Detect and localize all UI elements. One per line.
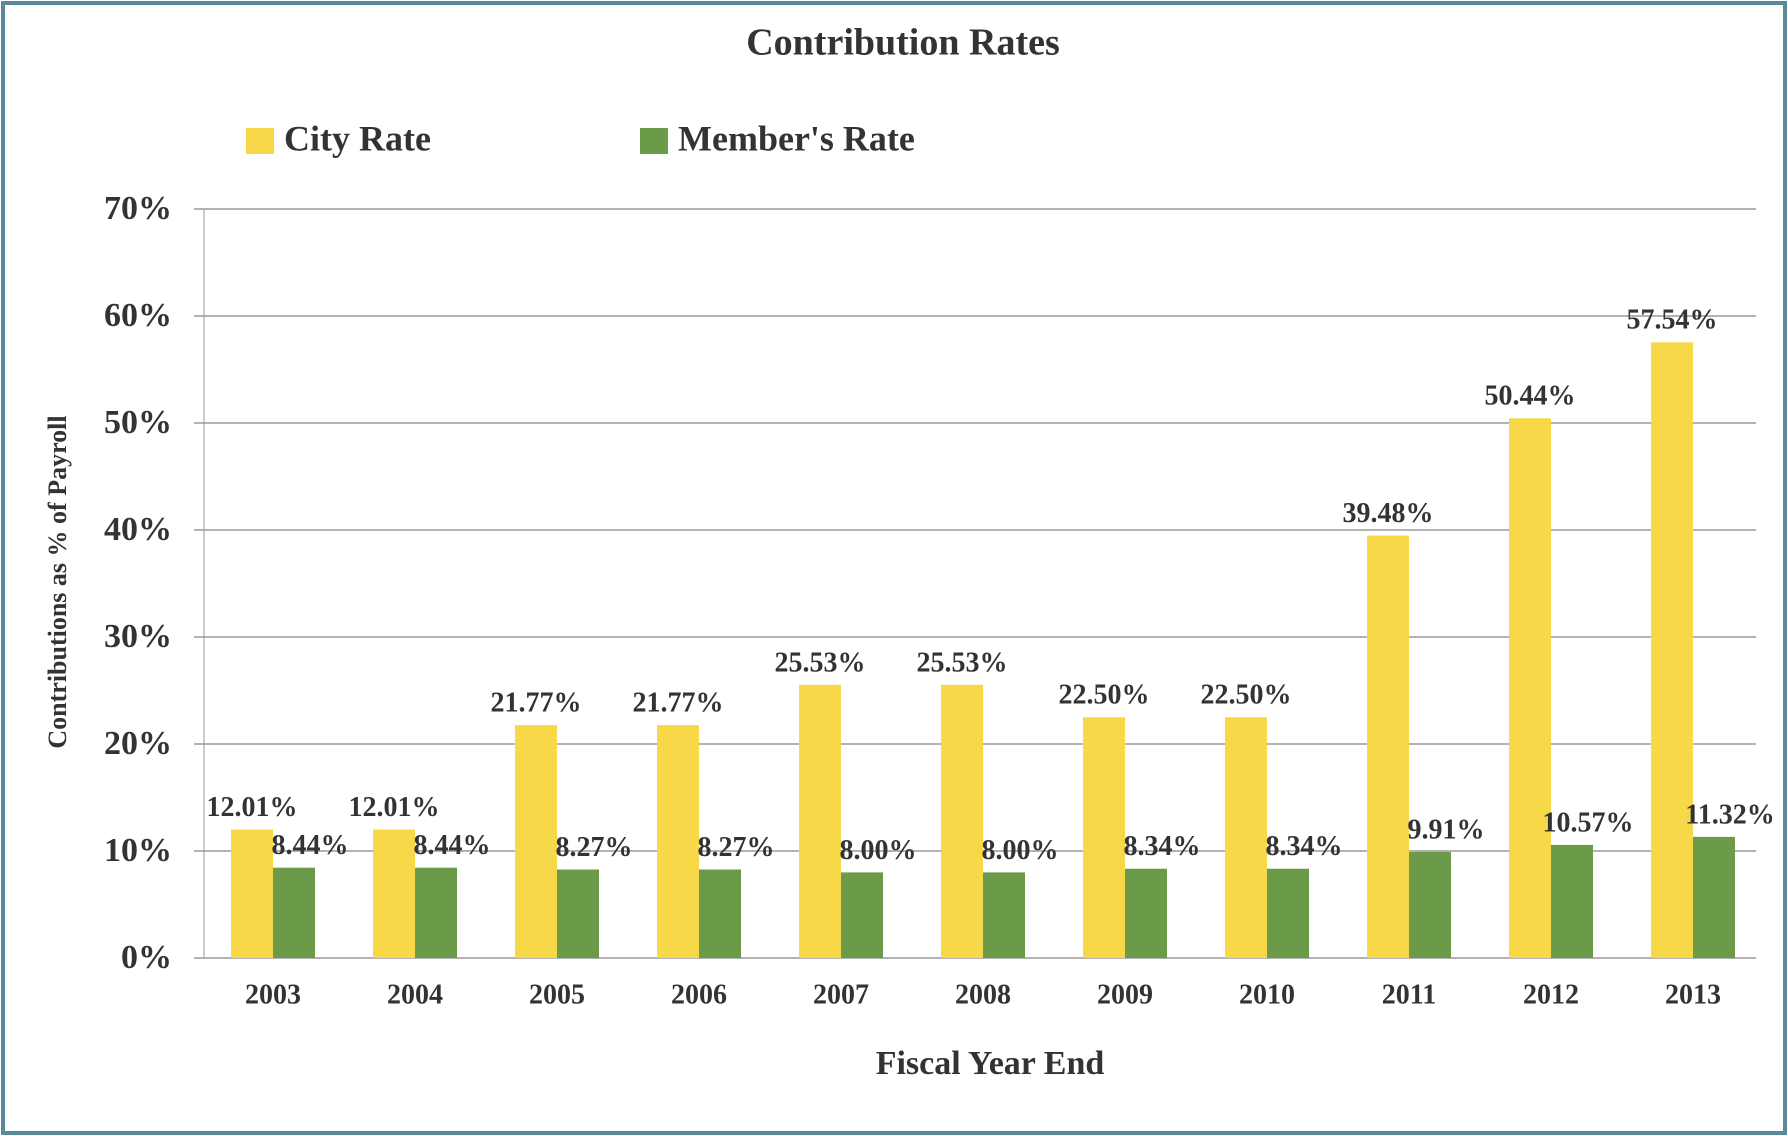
y-tick-label: 0% bbox=[121, 939, 172, 976]
bar bbox=[515, 725, 557, 958]
bar bbox=[415, 867, 457, 958]
value-label: 8.34% bbox=[1124, 831, 1201, 862]
bar bbox=[273, 867, 315, 958]
value-label: 21.77% bbox=[491, 687, 582, 718]
value-label: 8.27% bbox=[698, 832, 775, 863]
x-tick-label: 2005 bbox=[529, 979, 585, 1010]
bar bbox=[699, 869, 741, 958]
y-tick-label: 20% bbox=[104, 725, 172, 762]
x-tick-label: 2013 bbox=[1665, 979, 1721, 1010]
bar bbox=[841, 872, 883, 958]
x-tick-label: 2004 bbox=[387, 979, 443, 1010]
chart-title: Contribution Rates bbox=[746, 22, 1060, 64]
y-tick-label: 50% bbox=[104, 404, 172, 441]
x-tick-label: 2006 bbox=[671, 979, 727, 1010]
bar bbox=[1509, 418, 1551, 958]
x-tick-label: 2003 bbox=[245, 979, 301, 1010]
bar bbox=[1225, 717, 1267, 958]
bar bbox=[983, 872, 1025, 958]
bar bbox=[1409, 851, 1451, 958]
y-tick-label: 60% bbox=[104, 297, 172, 334]
value-label: 39.48% bbox=[1343, 498, 1434, 529]
x-tick-label: 2011 bbox=[1382, 979, 1436, 1010]
value-label: 12.01% bbox=[207, 792, 298, 823]
y-tick-label: 10% bbox=[104, 832, 172, 869]
bar bbox=[1693, 836, 1735, 958]
x-axis-title: Fiscal Year End bbox=[876, 1045, 1105, 1082]
y-tick-label: 70% bbox=[104, 190, 172, 227]
x-tick-label: 2009 bbox=[1097, 979, 1153, 1010]
bar bbox=[1267, 868, 1309, 958]
value-label: 8.27% bbox=[556, 832, 633, 863]
value-label: 25.53% bbox=[917, 647, 1008, 678]
y-tick-label: 30% bbox=[104, 618, 172, 655]
value-label: 8.00% bbox=[840, 835, 917, 866]
value-label: 9.91% bbox=[1408, 814, 1485, 845]
bar bbox=[1551, 844, 1593, 958]
value-label: 10.57% bbox=[1543, 807, 1634, 838]
value-label: 11.32% bbox=[1685, 799, 1774, 830]
bar bbox=[231, 829, 273, 958]
value-label: 22.50% bbox=[1201, 680, 1292, 711]
value-label: 12.01% bbox=[349, 792, 440, 823]
legend-swatch bbox=[640, 128, 668, 154]
value-label: 22.50% bbox=[1059, 680, 1150, 711]
bar bbox=[657, 725, 699, 958]
legend-swatch bbox=[246, 128, 274, 154]
legend-label: Member's Rate bbox=[678, 118, 915, 158]
value-label: 21.77% bbox=[633, 687, 724, 718]
bar bbox=[557, 869, 599, 958]
x-tick-label: 2012 bbox=[1523, 979, 1579, 1010]
x-tick-label: 2007 bbox=[813, 979, 869, 1010]
legend-label: City Rate bbox=[284, 118, 431, 158]
value-label: 8.34% bbox=[1266, 831, 1343, 862]
y-axis-title: Contributions as % of Payroll bbox=[43, 415, 72, 748]
value-label: 57.54% bbox=[1627, 305, 1718, 336]
bar bbox=[373, 829, 415, 958]
bar bbox=[1367, 535, 1409, 958]
bar bbox=[941, 684, 983, 958]
bar bbox=[1651, 342, 1693, 958]
value-label: 25.53% bbox=[775, 647, 866, 678]
value-label: 50.44% bbox=[1485, 381, 1576, 412]
value-label: 8.00% bbox=[982, 835, 1059, 866]
value-label: 8.44% bbox=[414, 830, 491, 861]
bar bbox=[1083, 717, 1125, 958]
x-tick-label: 2008 bbox=[955, 979, 1011, 1010]
value-label: 8.44% bbox=[272, 830, 349, 861]
bar bbox=[799, 684, 841, 958]
y-tick-label: 40% bbox=[104, 511, 172, 548]
bar bbox=[1125, 868, 1167, 958]
x-tick-label: 2010 bbox=[1239, 979, 1295, 1010]
